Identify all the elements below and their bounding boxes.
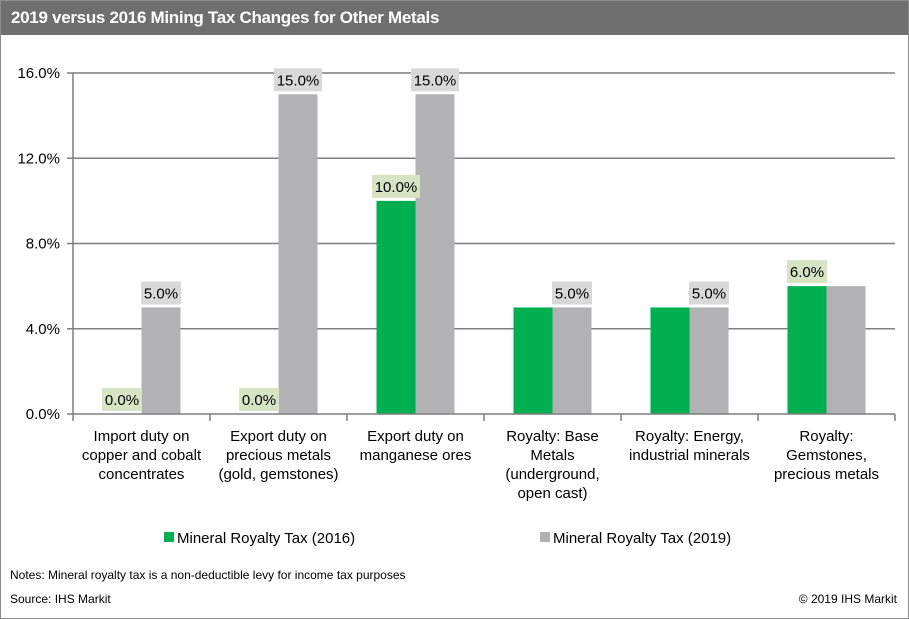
category-label: Gemstones, xyxy=(786,447,867,464)
bar-2019 xyxy=(826,286,866,414)
data-label: 0.0% xyxy=(105,392,139,409)
category-label: precious metals xyxy=(774,466,879,483)
y-tick-label: 4.0% xyxy=(26,321,60,338)
legend-swatch-2019 xyxy=(540,532,550,542)
chart-source: Source: IHS Markit xyxy=(10,592,111,606)
category-label: industrial minerals xyxy=(629,447,750,464)
category-label: Export duty on xyxy=(230,428,327,445)
category-label: concentrates xyxy=(99,466,185,483)
bar-2019 xyxy=(552,307,592,414)
data-label-box xyxy=(411,68,459,92)
category-label: manganese ores xyxy=(360,447,472,464)
data-label: 5.0% xyxy=(555,285,589,302)
data-label: 0.0% xyxy=(242,392,276,409)
category-label: Royalty: Energy, xyxy=(635,428,744,445)
legend-label-2016: Mineral Royalty Tax (2016) xyxy=(177,530,355,547)
data-label-box xyxy=(274,68,322,92)
copyright: © 2019 IHS Markit xyxy=(798,592,897,606)
category-label: (gold, gemstones) xyxy=(218,466,338,483)
data-label: 10.0% xyxy=(375,179,418,196)
data-label-box xyxy=(141,281,181,305)
bar-2016 xyxy=(513,307,553,414)
chart-title: 2019 versus 2016 Mining Tax Changes for … xyxy=(11,8,440,27)
y-tick-label: 0.0% xyxy=(26,406,60,423)
data-label: 15.0% xyxy=(414,72,457,89)
category-label: Royalty: xyxy=(799,428,853,445)
data-label: 5.0% xyxy=(692,285,726,302)
bar-2019 xyxy=(415,94,455,414)
category-label: Metals xyxy=(530,447,574,464)
bar-2019 xyxy=(141,307,181,414)
data-label: 5.0% xyxy=(144,285,178,302)
data-label: 15.0% xyxy=(277,72,320,89)
chart-notes: Notes: Mineral royalty tax is a non-dedu… xyxy=(10,568,406,582)
bar-2019 xyxy=(278,94,318,414)
category-label: open cast) xyxy=(517,485,587,502)
legend-label-2019: Mineral Royalty Tax (2019) xyxy=(553,530,731,547)
data-label-box xyxy=(787,260,827,284)
bar-2016 xyxy=(650,307,690,414)
category-label: copper and cobalt xyxy=(82,447,202,464)
category-label: Import duty on xyxy=(94,428,190,445)
category-label: (underground, xyxy=(505,466,599,483)
bar-2016 xyxy=(787,286,827,414)
category-label: Royalty: Base xyxy=(506,428,599,445)
data-label-box xyxy=(689,281,729,305)
data-label-box xyxy=(372,174,420,198)
data-label-box xyxy=(239,388,279,411)
bar-2016 xyxy=(376,200,416,414)
data-label-box xyxy=(102,388,142,411)
y-tick-label: 8.0% xyxy=(26,236,60,253)
category-label: Export duty on xyxy=(367,428,464,445)
title-bar: 2019 versus 2016 Mining Tax Changes for … xyxy=(1,1,908,35)
category-label: precious metals xyxy=(226,447,331,464)
data-label: 6.0% xyxy=(790,264,824,281)
data-label-box xyxy=(552,281,592,305)
legend-swatch-2016 xyxy=(164,532,174,542)
bar-2019 xyxy=(689,307,729,414)
y-tick-label: 12.0% xyxy=(17,150,60,167)
y-tick-label: 16.0% xyxy=(17,65,60,82)
